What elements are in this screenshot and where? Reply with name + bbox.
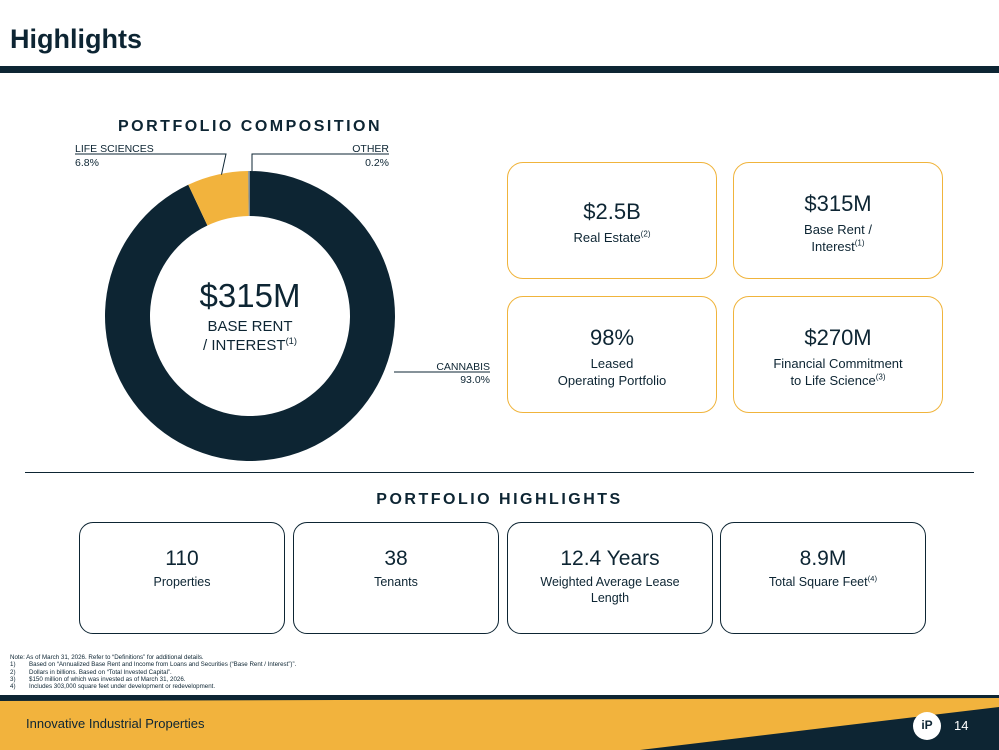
stat-label: Base Rent / Interest(1) xyxy=(804,222,872,254)
donut-center-caption: BASE RENT / INTEREST(1) xyxy=(203,318,297,354)
stat-card-financial-commitment: $270M Financial Commitment to Life Scienc… xyxy=(733,296,943,413)
chart-label-other: OTHER xyxy=(352,143,389,155)
portfolio-composition-heading: PORTFOLIO COMPOSITION xyxy=(118,118,383,135)
donut-slice-other xyxy=(248,171,250,217)
stat-value: 98% xyxy=(589,325,635,350)
highlight-label: Properties xyxy=(153,575,211,589)
donut-center-label: $315M BASE RENT / INTEREST(1) xyxy=(150,277,350,355)
company-logo-icon: iP xyxy=(913,712,941,740)
highlight-value: 38 xyxy=(384,547,408,570)
chart-label-cannabis: CANNABIS xyxy=(436,361,490,373)
leader-line xyxy=(75,153,227,175)
footnotes: Note: As of March 31, 2026. Refer to “De… xyxy=(10,654,296,690)
stat-label: Financial Commitment to Life Science(3) xyxy=(773,356,903,388)
highlight-value: 12.4 Years xyxy=(560,547,660,570)
footnote-item: 4) Includes 303,000 square feet under dev… xyxy=(10,683,216,691)
title-underline xyxy=(0,66,999,73)
highlight-value: 110 xyxy=(165,547,199,570)
donut-center-value: $315M xyxy=(199,277,301,314)
section-divider xyxy=(25,472,974,473)
stat-label: Real Estate(2) xyxy=(573,229,651,245)
highlight-label: Weighted Average Lease Length xyxy=(540,575,680,605)
stat-value: $315M xyxy=(804,191,872,216)
highlight-card-lease-length: 12.4 Years Weighted Average Lease Length xyxy=(507,522,713,634)
stat-card-real-estate: $2.5B Real Estate(2) xyxy=(507,162,717,279)
chart-value-life-sciences: 6.8% xyxy=(75,157,99,169)
highlight-label: Tenants xyxy=(374,575,418,589)
chart-value-other: 0.2% xyxy=(365,157,389,169)
footnote-intro: Note: As of March 31, 2026. Refer to “De… xyxy=(10,654,204,661)
chart-value-cannabis: 93.0% xyxy=(460,374,490,386)
donut-slice-cannabis xyxy=(105,171,396,461)
highlight-card-tenants: 38 Tenants xyxy=(293,522,499,634)
page-title: Highlights xyxy=(10,24,142,54)
footnote-item: 1) Based on “Annualized Base Rent and Inc… xyxy=(10,661,297,669)
footnote-item: 3) $150 million of which was invested as … xyxy=(10,675,186,683)
donut-slice-life-sciences xyxy=(188,171,249,226)
page-number: 14 xyxy=(954,718,969,733)
portfolio-highlights-heading: PORTFOLIO HIGHLIGHTS xyxy=(376,491,623,508)
highlight-card-square-feet: 8.9M Total Square Feet(4) xyxy=(720,522,926,634)
footnote-item: 2) Dollars in billions. Based on “Total I… xyxy=(10,668,172,676)
highlight-label: Total Square Feet(4) xyxy=(768,573,878,589)
stat-value: $2.5B xyxy=(583,199,641,224)
stat-value: $270M xyxy=(804,325,872,350)
highlight-card-properties: 110 Properties xyxy=(79,522,285,634)
leader-line xyxy=(251,153,389,171)
highlight-value: 8.9M xyxy=(799,547,847,570)
footer-band xyxy=(0,695,999,750)
stat-label: Leased Operating Portfolio xyxy=(557,356,667,388)
footer-navy-wedge xyxy=(640,707,999,750)
stat-card-leased: 98% Leased Operating Portfolio xyxy=(507,296,717,413)
stat-card-base-rent: $315M Base Rent / Interest(1) xyxy=(733,162,943,279)
chart-label-life-sciences: LIFE SCIENCES xyxy=(75,143,154,155)
company-name: Innovative Industrial Properties xyxy=(26,716,205,731)
